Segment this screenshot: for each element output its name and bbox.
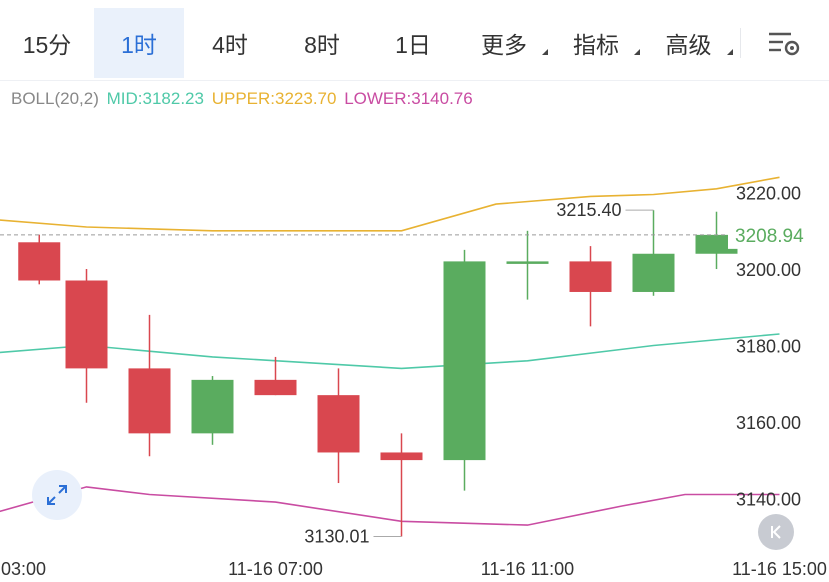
tab-label: 1时	[121, 32, 157, 58]
tab-2[interactable]: 1时	[94, 8, 184, 78]
last-price-label-bg	[728, 220, 829, 249]
expand-chart-button[interactable]	[32, 470, 82, 520]
back-to-latest-button[interactable]	[758, 514, 794, 550]
boll-legend-upper: UPPER:3223.70	[211, 89, 337, 108]
tab-7[interactable]: 指标	[550, 8, 642, 78]
tab-label: 15分	[22, 32, 72, 58]
tab-label: 4时	[212, 32, 248, 58]
tab-1[interactable]: 15分	[0, 8, 94, 78]
x-tick-label: 11-16 15:00	[732, 559, 827, 579]
y-tick-label: 3180.00	[736, 336, 801, 356]
tab-label: 更多	[481, 32, 527, 58]
tab-8[interactable]: 高级	[642, 8, 735, 78]
boll-upper-line	[0, 176, 780, 232]
y-tick-label: 3220.00	[736, 184, 801, 204]
candle-body	[443, 261, 486, 461]
boll-lower-line	[0, 486, 780, 526]
candle-body	[380, 452, 423, 461]
dropdown-triangle-icon	[727, 49, 733, 55]
tab-divider	[740, 28, 741, 58]
y-tick-label: 3160.00	[736, 413, 801, 433]
tab-3[interactable]: 4时	[184, 8, 276, 78]
x-tick-label: 11-16 07:00	[228, 559, 323, 579]
candle-body	[18, 242, 61, 281]
boll-legend-mid: MID:3182.23	[106, 89, 204, 108]
candle-body	[632, 253, 675, 292]
boll-legend: BOLL(20,2) MID:3182.23 UPPER:3223.70 LOW…	[11, 89, 476, 109]
tab-6[interactable]: 更多	[458, 8, 550, 78]
candle-body	[695, 234, 738, 254]
candle-body	[65, 280, 108, 369]
boll-mid-line	[0, 333, 780, 370]
last-price-label: 3208.94	[735, 226, 804, 247]
tab-label: 1日	[395, 32, 431, 58]
extreme-marker-label: 3130.01	[304, 526, 369, 546]
y-tick-label: 3200.00	[736, 260, 801, 280]
tab-5[interactable]: 1日	[368, 8, 458, 78]
tab-label: 8时	[304, 32, 340, 58]
boll-legend-lower: LOWER:3140.76	[344, 89, 473, 108]
x-tick-label: 11-16 11:00	[481, 559, 574, 579]
candle-body	[191, 379, 234, 434]
y-tick-label: 3140.00	[736, 489, 801, 509]
candle-body	[317, 395, 360, 453]
expand-arrows-icon	[47, 485, 67, 505]
timeframe-tab-bar: 15分 1时 4时 8时 1日 更多 指标 高级	[0, 0, 829, 81]
tab-label: 高级	[665, 32, 712, 58]
x-tick-label: 03:00	[1, 559, 46, 579]
tab-label: 指标	[573, 32, 619, 58]
boll-legend-name: BOLL(20,2)	[11, 89, 99, 108]
dropdown-triangle-icon	[542, 49, 548, 55]
settings-sliders-icon[interactable]	[767, 28, 801, 58]
extreme-marker-label: 3215.40	[556, 200, 621, 220]
tab-4[interactable]: 8时	[276, 8, 368, 78]
candle-body	[506, 261, 549, 264]
dropdown-triangle-icon	[634, 49, 640, 55]
candle-body	[254, 379, 297, 396]
candle-body	[128, 368, 171, 434]
back-to-latest-icon	[771, 525, 781, 539]
candle-body	[569, 261, 612, 292]
